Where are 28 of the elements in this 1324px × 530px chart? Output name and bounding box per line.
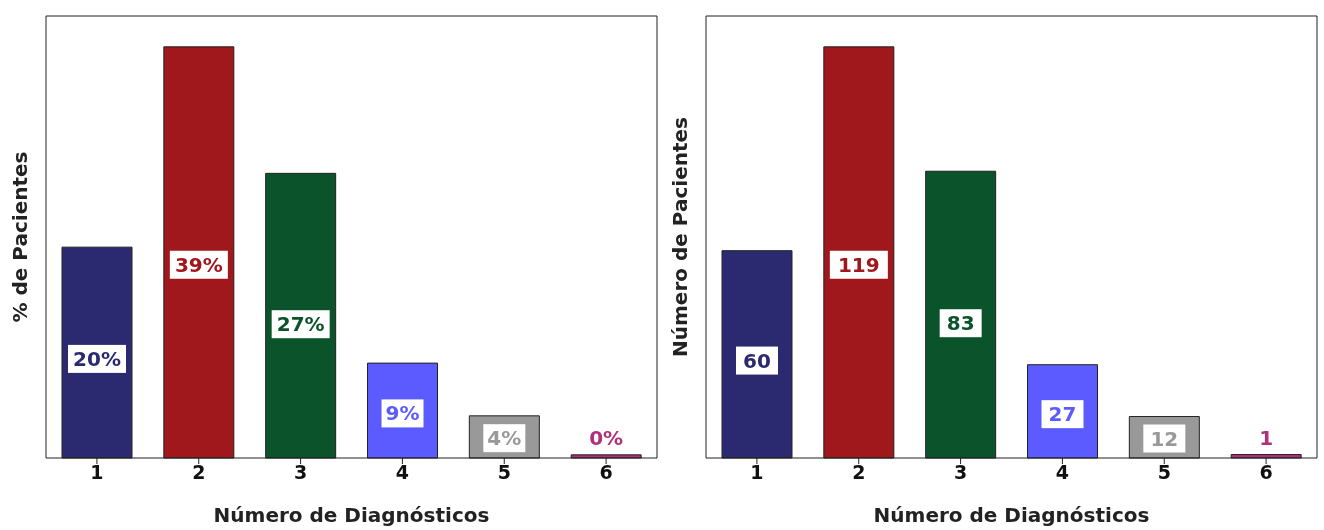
data-label: 27%: [276, 312, 325, 337]
y-axis-title: Número de Pacientes: [668, 117, 693, 357]
x-tick-label: 3: [293, 461, 308, 484]
data-label: 119: [837, 252, 880, 277]
data-label: 60: [743, 348, 771, 373]
x-tick-label: 3: [953, 461, 968, 484]
x-axis-title: Número de Diagnósticos: [213, 503, 490, 527]
data-label: 9%: [385, 401, 420, 426]
x-tick-label: 5: [1157, 461, 1171, 484]
data-label: 83: [946, 311, 975, 336]
data-label: 0%: [589, 425, 624, 450]
x-tick-label: 5: [497, 461, 511, 484]
data-label: 20%: [73, 346, 121, 371]
x-tick-label: 4: [395, 461, 410, 484]
x-tick-label: 1: [750, 461, 764, 484]
x-tick-label: 6: [1259, 461, 1273, 484]
data-label: 39%: [174, 252, 223, 277]
x-tick-label: 6: [599, 461, 613, 484]
x-tick-label: 4: [1055, 461, 1070, 484]
data-label: 27: [1048, 402, 1077, 427]
data-label: 1: [1259, 425, 1274, 450]
x-tick-label: 2: [852, 461, 866, 484]
x-axis-title: Número de Diagnósticos: [873, 503, 1150, 527]
y-axis-title: % de Pacientes: [8, 151, 33, 323]
x-tick-label: 1: [90, 461, 104, 484]
data-label: 12: [1150, 426, 1179, 451]
data-label: 4%: [487, 426, 522, 451]
x-tick-label: 2: [192, 461, 206, 484]
